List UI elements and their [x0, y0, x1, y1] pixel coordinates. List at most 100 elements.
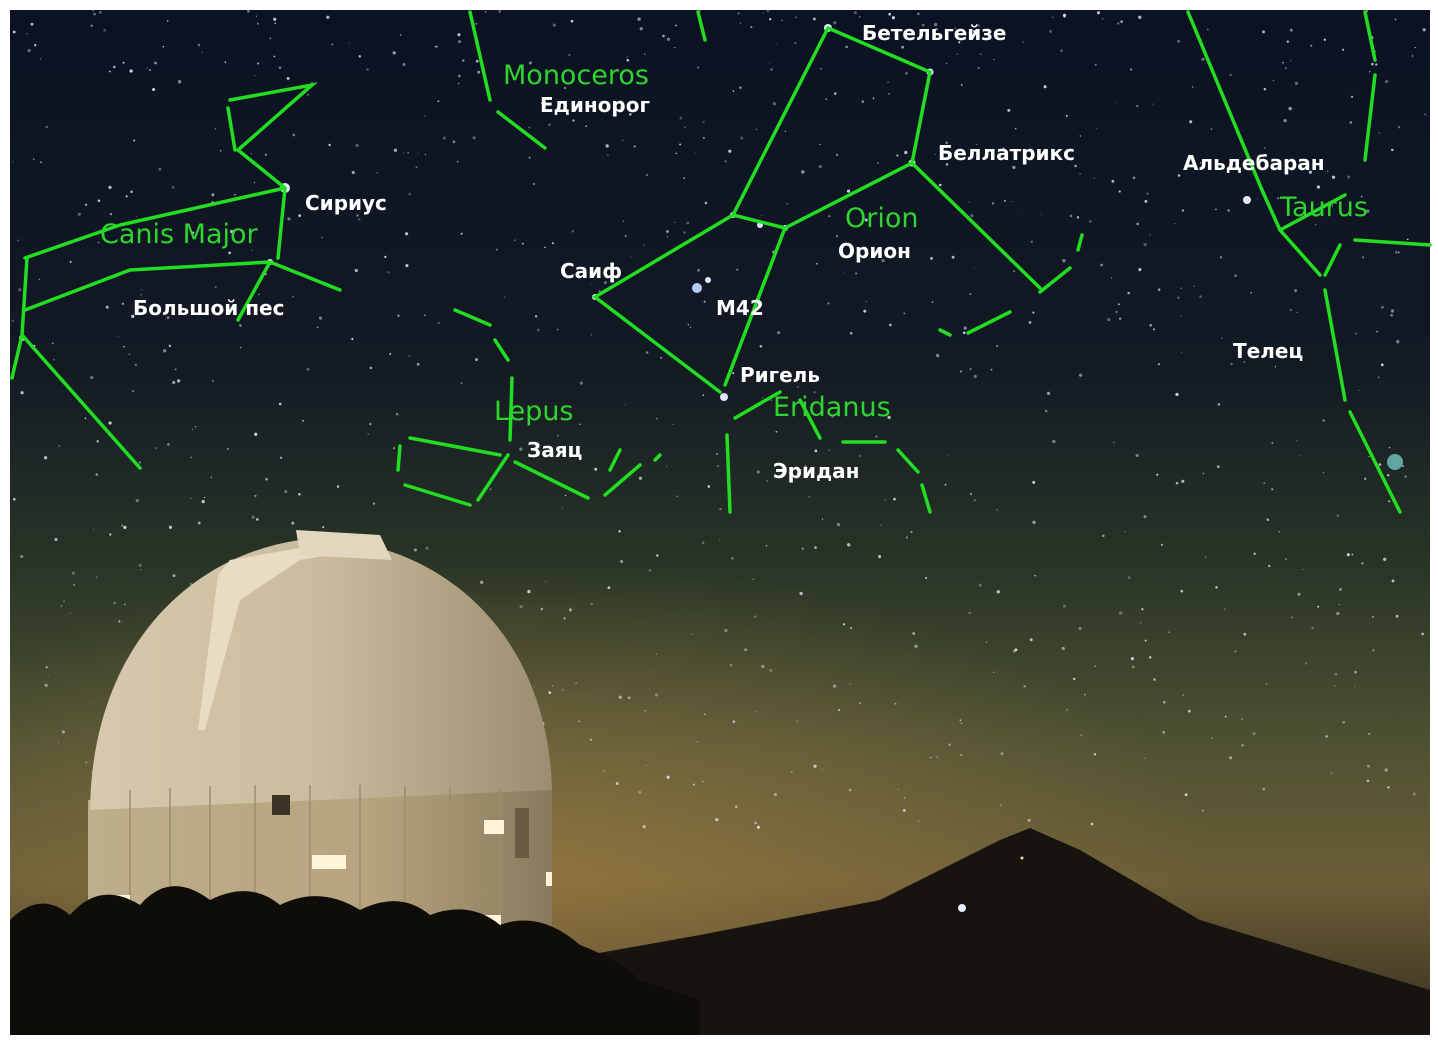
star-dot	[108, 186, 111, 189]
star-dot	[1317, 185, 1320, 188]
star-dot	[72, 572, 75, 575]
star-dot	[801, 170, 804, 173]
star-dot	[616, 782, 619, 785]
star-dot	[302, 420, 304, 422]
star-dot	[1136, 105, 1138, 107]
star-dot	[1097, 11, 1100, 14]
star-dot	[123, 526, 126, 529]
star-dot	[1296, 440, 1297, 441]
star-dot	[256, 518, 259, 521]
star-dot	[331, 44, 333, 46]
star-dot	[691, 633, 692, 634]
star-dot	[820, 68, 822, 70]
star-dot	[1158, 363, 1160, 365]
star-dot	[969, 612, 971, 614]
star-dot	[656, 418, 658, 420]
star-dot	[1298, 593, 1301, 596]
star-dot	[424, 315, 425, 316]
star-dot	[563, 617, 565, 619]
star-dot	[1079, 173, 1081, 175]
star-dot	[1150, 324, 1152, 326]
star-dot	[1118, 303, 1120, 305]
star-dot	[822, 519, 823, 520]
star-dot	[1257, 198, 1258, 199]
star-dot	[1331, 772, 1332, 773]
star-dot	[1073, 678, 1075, 680]
star-dot	[1404, 475, 1407, 478]
star-dot	[239, 324, 242, 327]
star-dot	[736, 269, 738, 271]
star-dot	[646, 351, 649, 354]
star-dot	[154, 62, 157, 65]
star-dot	[1194, 286, 1195, 287]
star-dot	[766, 545, 767, 546]
star-dot	[974, 499, 975, 500]
star-dot	[769, 62, 770, 63]
star-dot	[91, 25, 93, 27]
star-dot	[1415, 47, 1416, 48]
star-dot	[92, 10, 94, 12]
star-dot	[1262, 788, 1265, 791]
star-dot	[1275, 366, 1276, 367]
star-dot	[254, 75, 255, 76]
star-dot	[190, 457, 192, 459]
star-dot	[1153, 328, 1155, 330]
star-dot	[646, 174, 649, 177]
star-dot	[888, 93, 890, 95]
star-dot	[843, 623, 845, 625]
star-dot	[1119, 190, 1121, 192]
star-dot	[1372, 616, 1374, 618]
star-dot	[767, 480, 768, 481]
star-dot	[1012, 166, 1015, 169]
star-dot	[992, 202, 994, 204]
star-dot	[1290, 60, 1291, 61]
star-dot	[240, 347, 242, 349]
star-dot	[190, 498, 191, 499]
star-dot	[1079, 627, 1082, 630]
star-dot	[667, 38, 670, 41]
star-dot	[135, 364, 137, 366]
star-dot	[461, 233, 463, 235]
star-dot	[843, 273, 844, 274]
star-dot	[761, 665, 764, 668]
constellation-latin: Orion	[845, 203, 919, 234]
star-dot	[163, 46, 165, 48]
star-dot	[458, 75, 461, 78]
star-dot	[95, 473, 98, 476]
star-dot	[1032, 312, 1034, 314]
star-dot	[964, 326, 967, 329]
star-dot	[1141, 608, 1143, 610]
star-dot	[619, 696, 622, 699]
star-dot	[565, 495, 567, 497]
star-dot	[407, 152, 408, 153]
star-dot	[896, 154, 898, 156]
star-dot	[1074, 165, 1077, 168]
star-dot	[850, 627, 852, 629]
star-dot	[1294, 289, 1297, 292]
star-dot	[1369, 71, 1370, 72]
star-dot	[1412, 55, 1413, 56]
star-dot	[1060, 50, 1062, 52]
star-dot	[40, 58, 41, 59]
constellation-russian: Телец	[1233, 339, 1303, 363]
star-dot	[724, 160, 726, 162]
star-dot	[498, 10, 500, 12]
star-dot	[1119, 318, 1121, 320]
star-dot	[733, 720, 736, 723]
star-dot	[1389, 447, 1390, 448]
star-dot	[974, 268, 975, 269]
star-dot	[961, 84, 963, 86]
star-dot	[1094, 666, 1095, 667]
star-dot	[625, 404, 626, 405]
star-dot	[293, 296, 294, 297]
star-dot	[1023, 685, 1025, 687]
star-dot	[553, 24, 556, 27]
star-dot	[866, 301, 868, 303]
star-dot	[1163, 701, 1166, 704]
star-label: Ригель	[740, 363, 820, 387]
star-dot	[152, 88, 155, 91]
constellation-russian: Заяц	[527, 438, 582, 462]
star-dot	[996, 509, 998, 511]
star-dot	[215, 286, 217, 288]
star-dot	[133, 139, 135, 141]
